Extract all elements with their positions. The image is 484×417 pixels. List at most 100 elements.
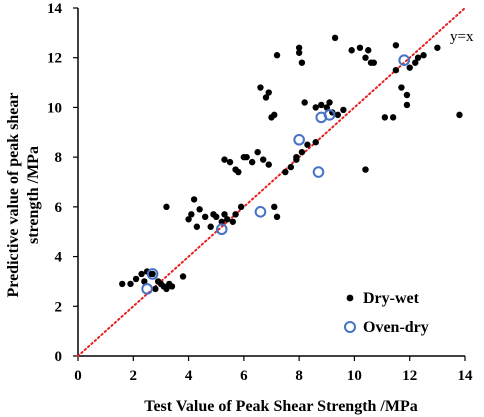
data-point-dry-wet — [196, 206, 203, 213]
y-tick-label: 8 — [55, 150, 63, 166]
data-point-dry-wet — [248, 158, 256, 166]
x-tick-label: 14 — [458, 368, 474, 384]
data-point-dry-wet — [334, 111, 342, 119]
data-point-oven-dry — [398, 54, 410, 67]
data-point-dry-wet — [149, 270, 156, 278]
y-axis-title-line-2: strength /MPa — [25, 146, 42, 244]
y-tick-label: 4 — [55, 250, 63, 266]
data-point-dry-wet — [312, 139, 319, 146]
x-tick-label: 6 — [240, 368, 248, 384]
data-point-dry-wet — [318, 101, 325, 109]
data-point-dry-wet — [293, 153, 300, 161]
data-point-dry-wet — [403, 91, 411, 99]
y-tick-label: 14 — [47, 1, 63, 17]
data-point-dry-wet — [287, 163, 295, 171]
data-point-dry-wet — [243, 153, 250, 161]
data-point-dry-wet — [221, 211, 228, 218]
data-point-dry-wet — [392, 42, 400, 49]
data-point-dry-wet — [403, 101, 411, 109]
data-point-dry-wet — [298, 148, 306, 156]
data-point-dry-wet — [331, 34, 339, 42]
data-point-dry-wet — [224, 216, 231, 223]
data-point-dry-wet — [295, 49, 303, 56]
data-point-dry-wet — [260, 156, 267, 163]
data-point-oven-dry — [146, 268, 159, 280]
data-point-oven-dry — [293, 133, 305, 146]
data-point-dry-wet — [398, 84, 405, 91]
y-tick-label: 6 — [55, 200, 63, 216]
data-point-dry-wet — [389, 114, 397, 121]
data-point-dry-wet — [229, 218, 236, 225]
data-point-dry-wet — [356, 44, 364, 51]
data-point-dry-wet — [295, 44, 303, 51]
data-point-dry-wet — [326, 99, 333, 106]
x-axis-title: Test Value of Peak Shear Strength /MPa — [144, 398, 418, 415]
legend-marker-oven-dry — [344, 321, 356, 333]
data-point-dry-wet — [265, 89, 272, 96]
x-tick-label: 2 — [130, 368, 138, 384]
data-point-dry-wet — [254, 148, 261, 156]
data-point-dry-wet — [193, 223, 201, 230]
data-point-oven-dry — [215, 223, 228, 236]
y-tick-label: 12 — [47, 51, 62, 67]
legend: Dry-wet Oven-dry — [344, 290, 429, 336]
x-tick-label: 0 — [74, 368, 82, 384]
data-point-oven-dry — [312, 166, 325, 178]
data-point-oven-dry — [141, 283, 153, 295]
legend-label-dry-wet: Dry-wet — [363, 290, 420, 307]
data-point-dry-wet — [434, 44, 441, 51]
data-point-dry-wet — [362, 54, 369, 61]
data-point-dry-wet — [273, 52, 281, 59]
data-point-dry-wet — [456, 111, 463, 119]
data-point-dry-wet — [188, 211, 195, 218]
x-tick-label: 8 — [295, 368, 303, 384]
y-tick-label: 2 — [55, 299, 63, 315]
y-tick-label: 10 — [47, 100, 62, 116]
y-tick-label: 0 — [55, 349, 63, 365]
data-point-dry-wet — [179, 273, 187, 280]
legend-label-oven-dry: Oven-dry — [363, 319, 429, 336]
data-point-dry-wet — [362, 166, 369, 173]
data-point-dry-wet — [127, 280, 134, 288]
data-point-dry-wet — [265, 161, 272, 168]
x-tick-label: 4 — [185, 368, 193, 384]
data-point-dry-wet — [282, 168, 289, 176]
data-point-oven-dry — [254, 206, 267, 218]
data-point-dry-wet — [237, 203, 245, 211]
data-point-dry-wet — [201, 213, 209, 220]
data-point-dry-wet — [298, 59, 306, 66]
data-point-dry-wet — [190, 196, 198, 203]
data-point-dry-wet — [257, 84, 264, 91]
x-tick-label: 10 — [347, 368, 362, 384]
data-point-dry-wet — [185, 216, 192, 223]
data-point-dry-wet — [271, 111, 278, 119]
data-point-dry-wet — [141, 278, 148, 285]
data-point-dry-wet — [163, 203, 170, 211]
data-point-dry-wet — [152, 285, 159, 293]
reference-line-y-equals-x — [77, 7, 466, 357]
data-point-dry-wet — [312, 104, 319, 111]
data-point-dry-wet — [168, 283, 176, 290]
data-point-dry-wet — [119, 280, 126, 288]
y-axis-title-line-1: Predictive value of peak shear — [5, 92, 22, 297]
data-point-dry-wet — [301, 99, 308, 106]
data-point-dry-wet — [213, 213, 220, 220]
data-point-dry-wet — [218, 218, 225, 225]
data-point-dry-wet — [365, 47, 372, 54]
data-point-dry-wet — [235, 168, 242, 176]
data-point-dry-wet — [420, 52, 427, 59]
data-point-dry-wet — [271, 203, 278, 211]
data-point-oven-dry — [323, 109, 336, 121]
data-point-dry-wet — [207, 223, 214, 230]
data-point-dry-wet — [414, 54, 422, 61]
reference-line-label: y=x — [450, 29, 474, 45]
data-point-dry-wet — [406, 64, 413, 71]
data-point-dry-wet — [273, 213, 281, 220]
data-point-dry-wet — [323, 104, 330, 111]
data-point-dry-wet — [348, 47, 355, 54]
data-point-dry-wet — [232, 211, 239, 218]
data-point-dry-wet — [262, 94, 270, 101]
data-point-dry-wet — [412, 59, 419, 66]
data-point-dry-wet — [304, 141, 311, 148]
